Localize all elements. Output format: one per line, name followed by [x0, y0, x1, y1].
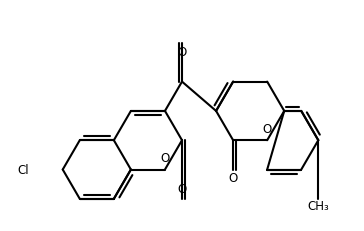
Text: Cl: Cl: [17, 163, 29, 176]
Text: O: O: [177, 183, 187, 196]
Text: O: O: [177, 46, 187, 59]
Text: CH₃: CH₃: [308, 199, 329, 212]
Text: O: O: [160, 152, 170, 165]
Text: O: O: [262, 123, 272, 136]
Text: O: O: [229, 171, 238, 184]
